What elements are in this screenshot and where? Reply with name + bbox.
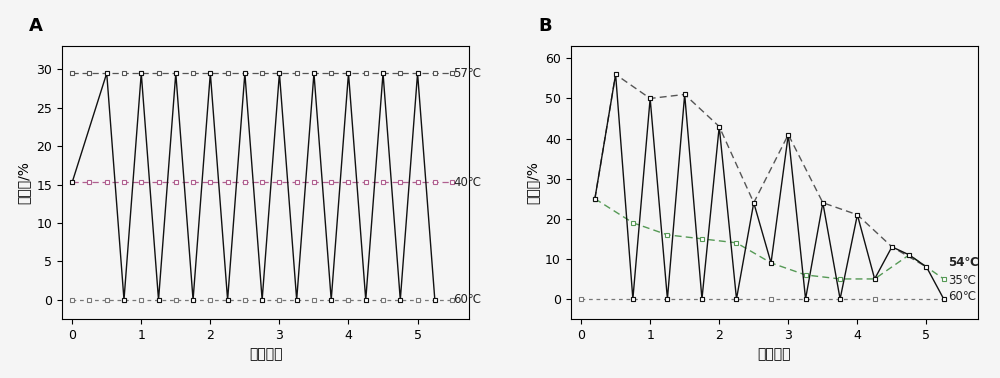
Text: 60℃: 60℃ [453, 293, 482, 306]
Y-axis label: 透射率/%: 透射率/% [525, 161, 539, 204]
Text: B: B [538, 17, 552, 36]
Text: 35℃: 35℃ [949, 274, 977, 287]
X-axis label: 循环次数: 循环次数 [758, 347, 791, 361]
Text: A: A [29, 17, 43, 36]
X-axis label: 循环次数: 循环次数 [249, 347, 282, 361]
Text: 54℃: 54℃ [949, 256, 979, 270]
Y-axis label: 透射率/%: 透射率/% [17, 161, 31, 204]
Text: 60℃: 60℃ [949, 291, 977, 304]
Text: 40℃: 40℃ [453, 176, 482, 189]
Text: 57℃: 57℃ [453, 67, 482, 80]
